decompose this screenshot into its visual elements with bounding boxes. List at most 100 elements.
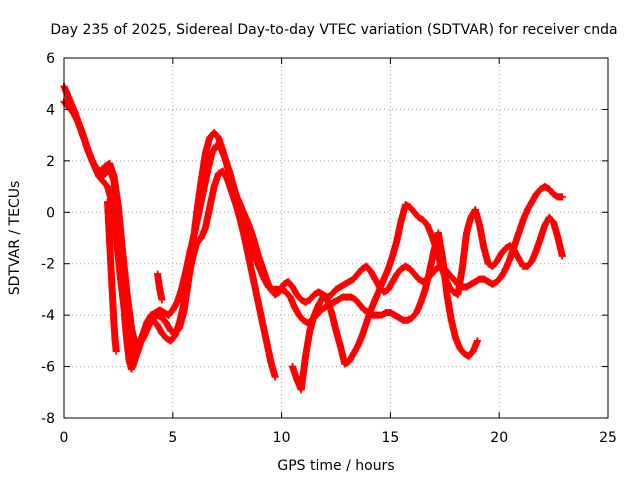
data-point (136, 337, 144, 345)
data-point (334, 296, 342, 304)
data-point (358, 265, 366, 273)
data-point (204, 167, 212, 175)
data-point (306, 296, 314, 304)
data-point (101, 170, 109, 178)
data-series (62, 87, 279, 381)
data-point (393, 270, 401, 278)
data-point (151, 309, 159, 317)
data-point (262, 337, 270, 345)
data-point (265, 283, 273, 291)
data-point (288, 363, 296, 371)
x-axis-label: GPS time / hours (277, 458, 394, 474)
data-point (162, 319, 170, 327)
data-point (291, 303, 299, 311)
data-point (384, 285, 392, 293)
data-point (410, 270, 418, 278)
data-point (184, 278, 192, 286)
data-point (404, 316, 412, 324)
data-point (221, 154, 229, 162)
data-point (162, 334, 170, 342)
y-tick-label: -8 (41, 411, 55, 427)
data-point (241, 234, 249, 242)
data-point (515, 229, 523, 237)
data-point (432, 265, 440, 273)
data-point (106, 159, 114, 167)
x-tick-label: 25 (599, 430, 617, 446)
data-point (415, 275, 423, 283)
plot-frame (63, 57, 609, 419)
data-point (519, 216, 527, 224)
data-point (484, 278, 492, 286)
data-point (271, 373, 279, 381)
data-point (180, 301, 188, 309)
data-point (164, 311, 172, 319)
data-point (212, 141, 220, 149)
data-point (541, 183, 549, 191)
data-point (332, 285, 340, 293)
data-point (378, 311, 386, 319)
data-point (362, 319, 370, 327)
data-point (360, 306, 368, 314)
y-tick-label: -4 (41, 308, 55, 324)
data-point (104, 198, 112, 206)
data-point (154, 270, 162, 278)
data-point (480, 275, 488, 283)
data-point (423, 221, 431, 229)
data-point (306, 327, 314, 335)
data-point (332, 327, 340, 335)
data-point (88, 157, 96, 165)
data-point (284, 278, 292, 286)
data-point (145, 319, 153, 327)
data-point (84, 147, 92, 155)
data-point (419, 216, 427, 224)
data-point (376, 285, 384, 293)
y-tick-label: 0 (46, 205, 55, 221)
data-point (550, 219, 558, 227)
data-point (489, 280, 497, 288)
data-point (445, 283, 453, 291)
data-point (104, 183, 112, 191)
data-point (286, 293, 294, 301)
data-point (554, 234, 562, 242)
data-point (106, 239, 114, 247)
data-point (345, 357, 353, 365)
data-point (191, 229, 199, 237)
data-point (545, 213, 553, 221)
data-point (389, 278, 397, 286)
data-point (480, 244, 488, 252)
data-point (132, 342, 140, 350)
data-point (545, 185, 553, 193)
data-point (389, 252, 397, 260)
data-point (352, 296, 360, 304)
data-point (210, 129, 218, 137)
data-point (434, 229, 442, 237)
data-point (258, 316, 266, 324)
y-tick-label: -6 (41, 360, 55, 376)
data-point (502, 265, 510, 273)
data-point (158, 314, 166, 322)
data-point (506, 255, 514, 263)
data-point (169, 306, 177, 314)
data-point (391, 311, 399, 319)
data-point (219, 167, 227, 175)
data-point (528, 198, 536, 206)
data-point (484, 260, 492, 268)
data-point (80, 134, 88, 142)
data-point (541, 221, 549, 229)
data-point (108, 280, 116, 288)
axis-ticks: 0 5 10 15 20 25 -8 -6 -4 -2 0 2 4 6 (41, 51, 617, 446)
data-point (410, 208, 418, 216)
data-point (456, 345, 464, 353)
data-point (532, 247, 540, 255)
data-point (141, 327, 149, 335)
data-point (214, 170, 222, 178)
data-points (60, 82, 566, 394)
series-markers (62, 87, 279, 381)
data-point (149, 316, 157, 324)
data-point (127, 365, 135, 373)
y-axis-label: SDTVAR / TECUs (7, 181, 23, 296)
data-point (428, 231, 436, 239)
data-point (371, 275, 379, 283)
